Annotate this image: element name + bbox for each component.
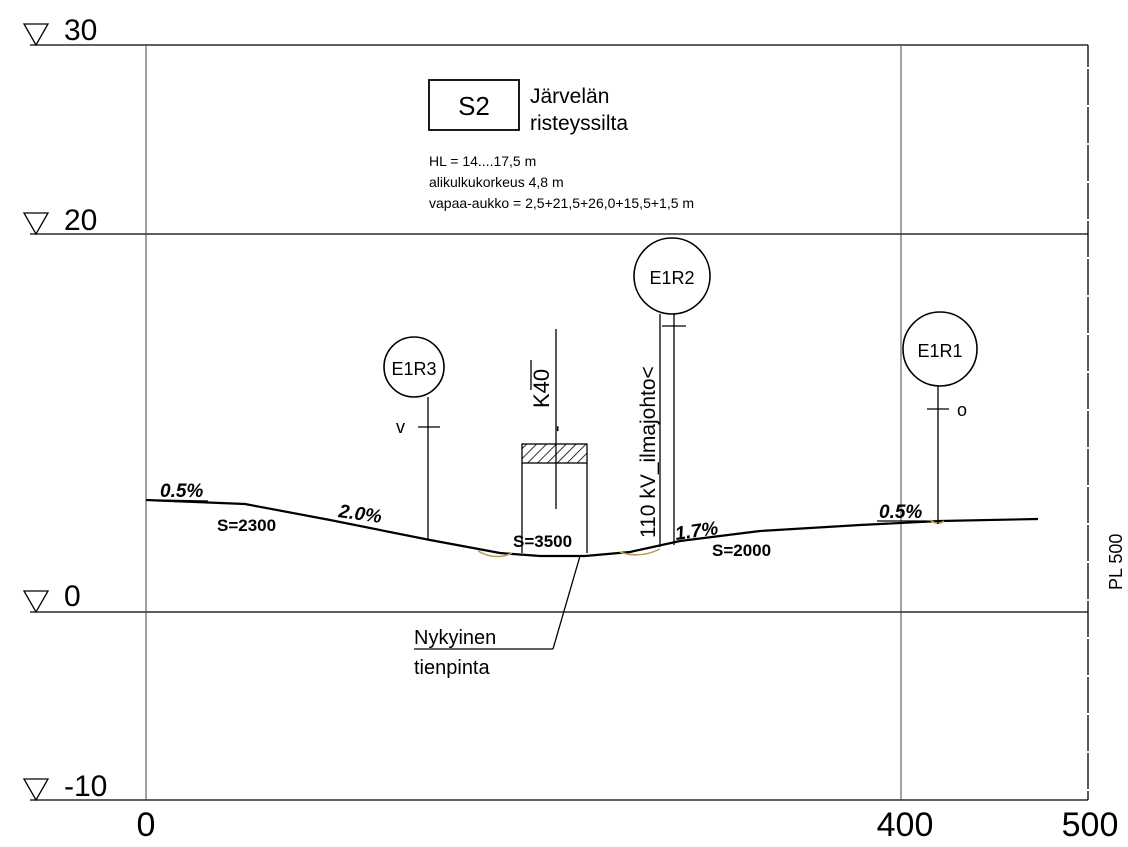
- elevation-markers: 30 20 0 -10: [22, 14, 107, 803]
- elevation-label-0: 0: [64, 580, 81, 613]
- bridge-info-clearance: alikulkukorkeus 4,8 m: [429, 174, 564, 190]
- grade-label-4: 0.5%: [879, 502, 922, 523]
- power-line-annotation: 110 kV_ilmajohto<: [637, 314, 661, 547]
- marker-label-e1r2: E1R2: [649, 268, 694, 288]
- grade-underline: [157, 499, 209, 502]
- elevation-label-minus10: -10: [64, 770, 107, 803]
- bridge-code-box: [428, 79, 520, 131]
- marker-circle: [383, 336, 445, 398]
- power-line-label: 110 kV_ilmajohto<: [637, 366, 660, 538]
- bridge-code: S2: [458, 91, 490, 121]
- marker-v: v: [396, 417, 405, 437]
- k40-dash: -: [546, 425, 568, 432]
- station-label-400: 400: [877, 806, 934, 844]
- curve-label-s2000: S=2000: [712, 541, 771, 560]
- pl-label: PL 500: [1106, 534, 1126, 590]
- bridge-name-line2: risteyssilta: [530, 112, 628, 135]
- bridge-deck-hatched: [521, 443, 588, 464]
- k40-label: K40: [529, 369, 554, 408]
- profile-grid: [30, 44, 1089, 801]
- bridge-info-hl: HL = 14....17,5 m: [429, 153, 536, 169]
- elevation-triangle-icon: [22, 23, 50, 47]
- curve-label-s2300: S=2300: [217, 516, 276, 535]
- station-label-500: 500: [1062, 806, 1119, 844]
- elevation-triangle-icon: [22, 778, 50, 802]
- marker-circle: [633, 237, 711, 315]
- elevation-label-20: 20: [64, 204, 97, 237]
- bridge-info: S2 Järvelän risteyssilta HL = 14....17,5…: [428, 79, 694, 211]
- curve-label-s3500: S=3500: [513, 532, 572, 551]
- marker-e1r2: E1R2: [633, 237, 711, 545]
- marker-circle: [902, 311, 978, 387]
- marker-label-e1r1: E1R1: [917, 341, 962, 361]
- station-label-0: 0: [137, 806, 156, 844]
- marker-e1r3: E1R3 v: [383, 336, 445, 540]
- road-profile-line: [145, 498, 1039, 558]
- elevation-triangle-icon: [22, 212, 50, 236]
- existing-surface-callout: Nykyinen tienpinta: [414, 555, 581, 679]
- marker-e1r1: E1R1 o: [902, 311, 978, 524]
- leader-line: [552, 555, 581, 650]
- grade-label-1: 0.5%: [160, 481, 203, 502]
- station-labels: 0 400 500: [137, 806, 1119, 844]
- elevation-triangle-icon: [22, 590, 50, 614]
- elevation-label-30: 30: [64, 14, 97, 47]
- existing-surface-line1: Nykyinen: [414, 627, 496, 649]
- existing-surface-line2: tienpinta: [414, 657, 490, 679]
- grade-label-2: 2.0%: [336, 501, 383, 528]
- grade-annotations: 0.5% S=2300 2.0% S=3500 1.7% S=2000 0.5%: [157, 481, 927, 560]
- marker-label-e1r3: E1R3: [391, 359, 436, 379]
- bridge-info-opening: vapaa-aukko = 2,5+21,5+26,0+15,5+1,5 m: [429, 195, 694, 211]
- underpass-structure: K40 -: [521, 329, 588, 553]
- marker-o: o: [957, 400, 967, 420]
- bridge-name-line1: Järvelän: [530, 85, 609, 108]
